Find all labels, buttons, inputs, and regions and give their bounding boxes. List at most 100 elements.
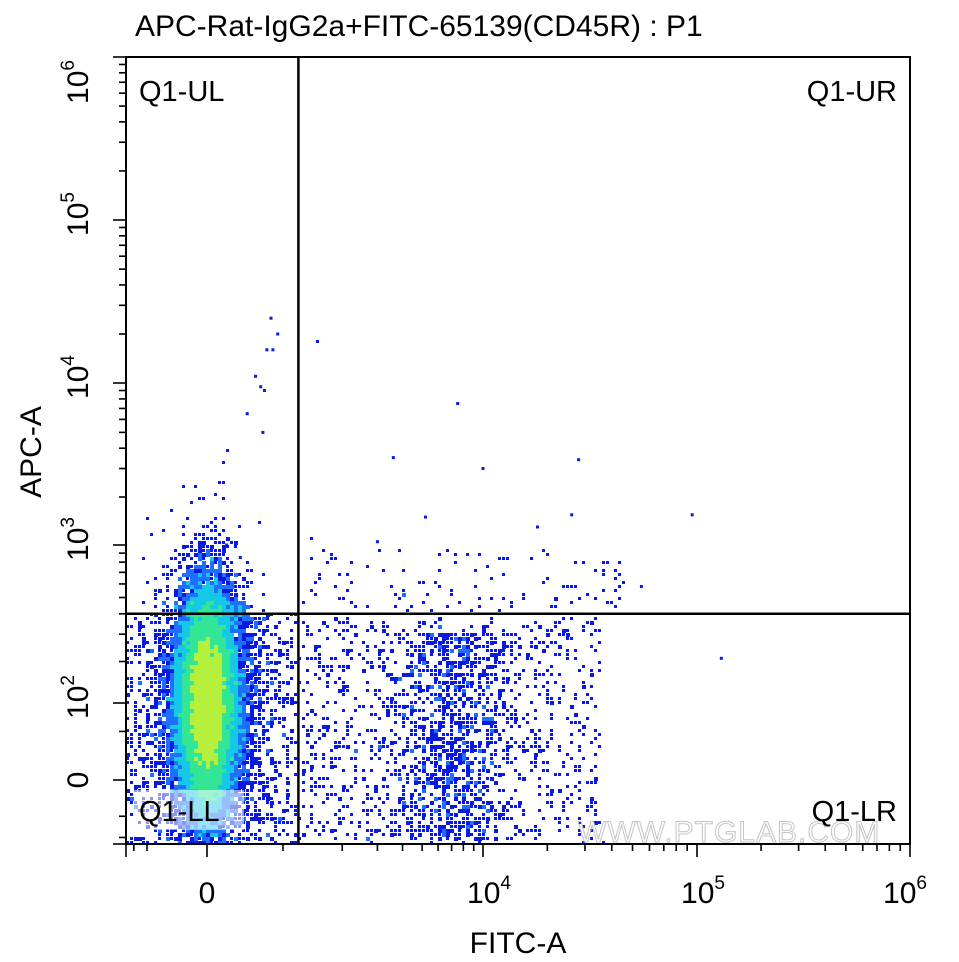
event-dot xyxy=(222,749,226,753)
event-dot xyxy=(234,597,238,601)
event-dot xyxy=(482,657,485,660)
event-dot xyxy=(170,665,174,669)
event-dot xyxy=(198,673,202,677)
event-dot xyxy=(518,673,521,676)
event-dot xyxy=(214,729,218,733)
event-dot xyxy=(494,701,497,704)
event-dot xyxy=(226,741,230,745)
event-dot xyxy=(246,717,250,721)
event-dot xyxy=(326,797,329,800)
event-dot xyxy=(490,733,493,736)
event-dot xyxy=(178,681,182,685)
event-dot xyxy=(306,681,309,684)
event-dot xyxy=(474,705,477,708)
event-dot xyxy=(218,637,222,641)
event-dot xyxy=(162,781,165,784)
event-dot xyxy=(186,745,190,749)
event-dot xyxy=(470,685,473,688)
event-dot xyxy=(326,561,329,564)
event-dot xyxy=(474,721,477,724)
event-dot xyxy=(234,545,237,548)
event-dot xyxy=(394,713,397,716)
event-dot xyxy=(374,785,378,789)
event-dot xyxy=(198,657,202,661)
event-dot xyxy=(182,833,186,837)
event-dot xyxy=(490,637,493,640)
event-dot xyxy=(158,653,162,657)
event-dot xyxy=(226,725,230,729)
event-dot xyxy=(210,677,214,681)
event-dot xyxy=(402,805,406,809)
event-dot xyxy=(274,821,277,824)
event-dot xyxy=(258,645,262,649)
event-dot xyxy=(226,777,230,781)
event-dot xyxy=(262,593,265,596)
event-dot xyxy=(186,761,190,765)
event-dot xyxy=(502,645,506,649)
event-dot xyxy=(510,661,513,664)
event-dot xyxy=(446,645,449,648)
event-dot xyxy=(378,649,382,653)
event-dot xyxy=(218,621,222,625)
event-dot xyxy=(182,653,186,657)
event-dot xyxy=(438,705,441,708)
event-dot xyxy=(422,749,426,753)
event-dot xyxy=(218,565,222,569)
event-dot xyxy=(446,801,450,805)
event-dot xyxy=(326,729,329,732)
event-dot xyxy=(442,689,445,692)
event-dot xyxy=(190,581,194,585)
event-dot xyxy=(206,573,210,577)
event-dot xyxy=(530,629,533,632)
event-dot xyxy=(458,601,461,604)
event-dot xyxy=(190,673,194,677)
event-dot xyxy=(226,693,230,697)
event-dot xyxy=(286,777,289,780)
event-dot xyxy=(206,653,210,657)
event-dot xyxy=(602,841,605,844)
event-dot xyxy=(502,813,505,816)
event-dot xyxy=(166,709,170,713)
event-dot xyxy=(342,681,345,684)
event-dot xyxy=(214,645,218,649)
event-dot xyxy=(462,673,465,676)
event-dot xyxy=(318,657,321,660)
event-dot xyxy=(178,625,182,629)
event-dot xyxy=(202,577,206,581)
event-dot xyxy=(394,633,397,636)
event-dot xyxy=(138,645,141,648)
event-dot xyxy=(346,629,349,632)
event-dot xyxy=(566,653,569,656)
event-dot xyxy=(210,693,214,697)
event-dot xyxy=(134,645,137,648)
event-dot xyxy=(310,777,313,780)
event-dot xyxy=(186,653,190,657)
event-dot xyxy=(226,733,230,737)
event-dot xyxy=(278,821,281,824)
event-dot xyxy=(210,761,214,765)
event-dot xyxy=(438,697,442,701)
event-dot xyxy=(206,553,210,557)
event-dot xyxy=(178,577,182,581)
event-dot xyxy=(486,625,489,628)
event-dot xyxy=(190,629,194,633)
event-dot xyxy=(214,589,218,593)
event-dot xyxy=(522,833,525,836)
event-dot xyxy=(222,833,226,837)
event-dot xyxy=(246,561,249,564)
event-dot xyxy=(522,669,525,672)
event-dot xyxy=(430,829,433,832)
event-dot xyxy=(194,733,198,737)
event-dot xyxy=(318,729,321,732)
event-dot xyxy=(202,673,206,677)
event-dot xyxy=(226,577,230,581)
event-dot xyxy=(462,793,466,797)
event-dot xyxy=(238,737,242,741)
event-dot xyxy=(182,753,186,757)
event-dot xyxy=(250,673,254,677)
event-dot xyxy=(486,729,489,732)
event-dot xyxy=(158,829,162,833)
event-dot xyxy=(546,741,549,744)
event-dot xyxy=(366,729,369,732)
event-dot xyxy=(250,685,254,689)
